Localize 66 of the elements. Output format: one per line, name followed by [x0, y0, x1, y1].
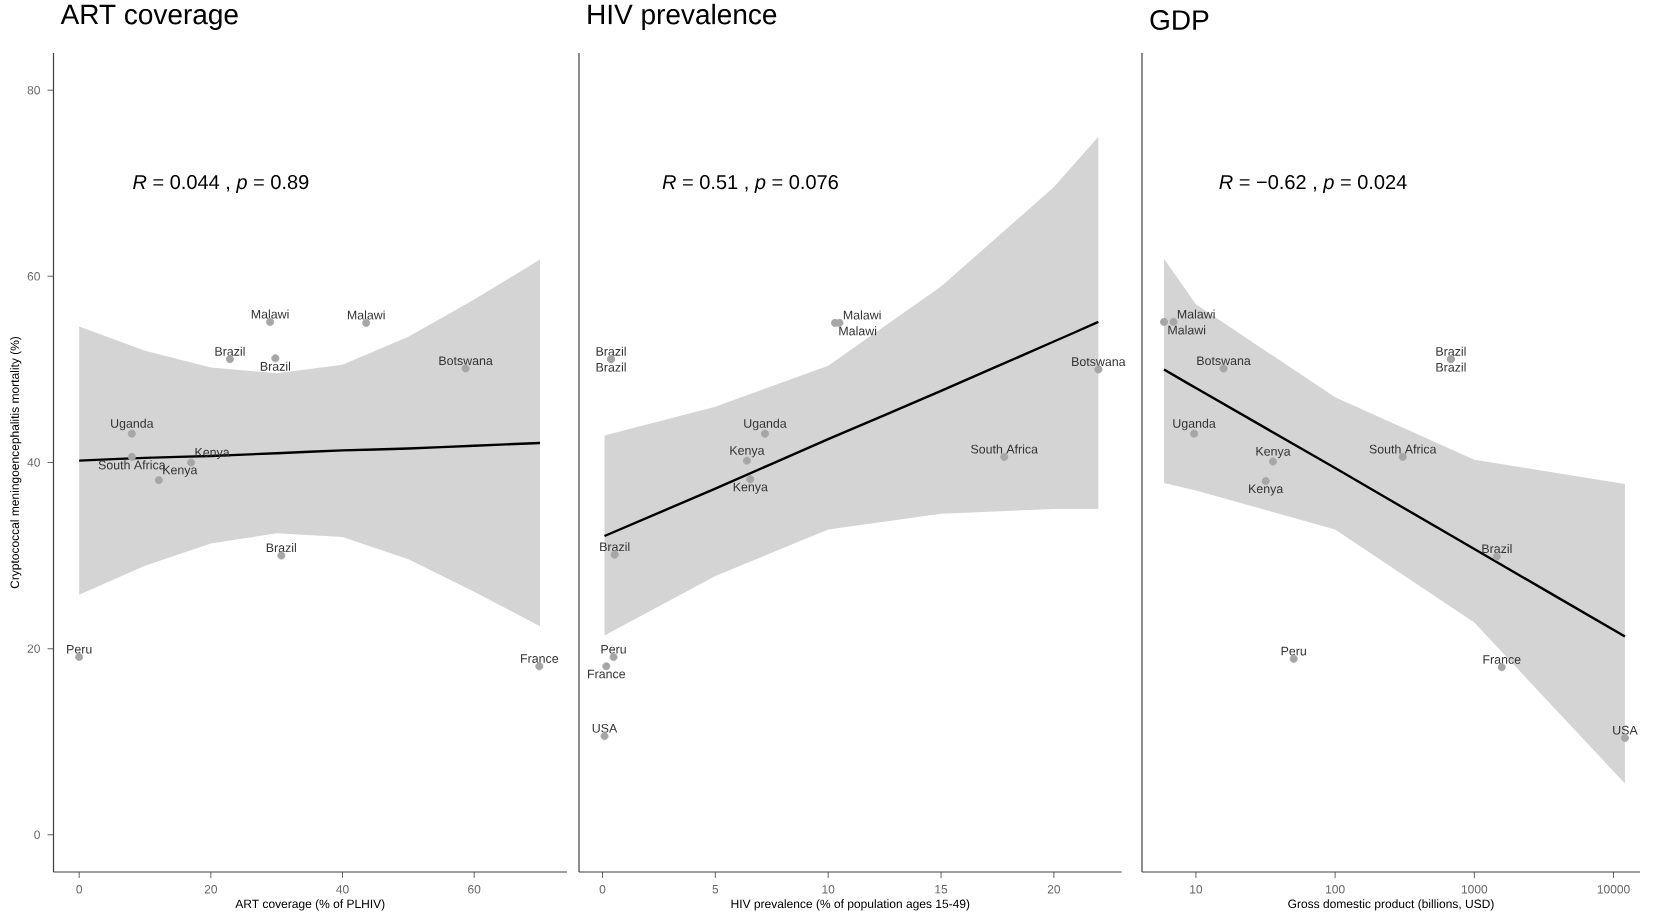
point: [154, 476, 163, 485]
data-label: Uganda: [111, 418, 154, 431]
data-label: Kenya: [730, 446, 765, 458]
data-label: Malawi: [843, 310, 881, 320]
x-axis-title: ART coverage (% of PLHIV): [235, 899, 385, 911]
data-label: Brazil: [1436, 362, 1466, 372]
annotation: R = 0.51 , p = 0.076: [662, 174, 838, 194]
data-label: Brazil: [596, 346, 626, 356]
chart-title: ART coverage: [60, 4, 238, 30]
data-label: Malawi: [251, 309, 289, 319]
data-label: Peru: [67, 644, 92, 654]
x-tick-label: 1000: [1461, 885, 1488, 894]
y-tick-label: 0: [34, 830, 40, 840]
y-tick-label: 80: [27, 85, 40, 95]
annotation: R = 0.044 , p = 0.89: [133, 174, 309, 194]
x-axis-title: Gross domestic product (billions, USD): [1288, 899, 1494, 911]
data-label: Brazil: [600, 542, 630, 552]
chart-title: HIV prevalence: [588, 3, 777, 30]
data-label: France: [588, 669, 626, 679]
data-label: South Africa: [1369, 444, 1437, 454]
x-tick-label: 15: [935, 885, 948, 894]
data-label: Botswana: [1072, 357, 1126, 367]
data-label: South Africa: [971, 444, 1038, 454]
y-tick-label: 60: [27, 272, 40, 281]
data-label: Uganda: [744, 418, 787, 431]
x-axis-title: HIV prevalence (% of population ages 15-49): [731, 899, 970, 911]
data-label: Malawi: [839, 326, 877, 336]
line-series: [77, 441, 542, 462]
data-label: Malawi: [1177, 309, 1215, 319]
x-tick-label: 100: [1326, 885, 1345, 894]
x-tick-label: 10: [822, 885, 835, 894]
data-label: Uganda: [1173, 418, 1216, 431]
x-tick-label: 60: [468, 885, 481, 894]
data-label: Brazil: [1436, 346, 1466, 356]
x-tick-label: 10000: [1597, 885, 1630, 894]
data-label: USA: [1613, 725, 1638, 735]
x-tick-label: 20: [1047, 885, 1061, 894]
chart-title: GDP: [1150, 10, 1209, 30]
y-tick-label: 20: [27, 644, 40, 653]
x-tick-label: 0: [599, 885, 606, 894]
data-label: Malawi: [1168, 325, 1206, 335]
point: [127, 452, 136, 461]
data-label: Brazil: [260, 361, 291, 371]
data-label: Malawi: [347, 310, 385, 320]
x-tick-label: 10: [1190, 885, 1203, 894]
data-label: France: [1483, 655, 1521, 664]
data-label: Brazil: [215, 346, 245, 356]
data-label: Peru: [1281, 646, 1306, 656]
data-label: USA: [592, 723, 618, 733]
data-label: Botswana: [1197, 356, 1251, 366]
x-tick-label: 5: [712, 885, 719, 894]
data-label: Brazil: [596, 362, 626, 372]
data-label: Botswana: [439, 356, 493, 366]
data-label: Kenya: [733, 482, 768, 494]
data-label: Kenya: [1256, 447, 1291, 459]
annotation: R = −0.62 , p = 0.024: [1219, 174, 1407, 194]
x-tick-label: 20: [204, 885, 218, 894]
x-tick-label: 0: [76, 885, 83, 894]
y-tick-label: 40: [27, 458, 40, 467]
data-label: Kenya: [1249, 484, 1284, 496]
x-tick-label: 40: [336, 885, 349, 894]
data-label: France: [521, 654, 559, 663]
data-label: Brazil: [1482, 544, 1512, 554]
y-axis-title: Cryptococcal meningoencephalitis mortality (%): [10, 336, 22, 589]
data-label: Brazil: [266, 543, 296, 553]
data-label: Peru: [601, 644, 626, 654]
